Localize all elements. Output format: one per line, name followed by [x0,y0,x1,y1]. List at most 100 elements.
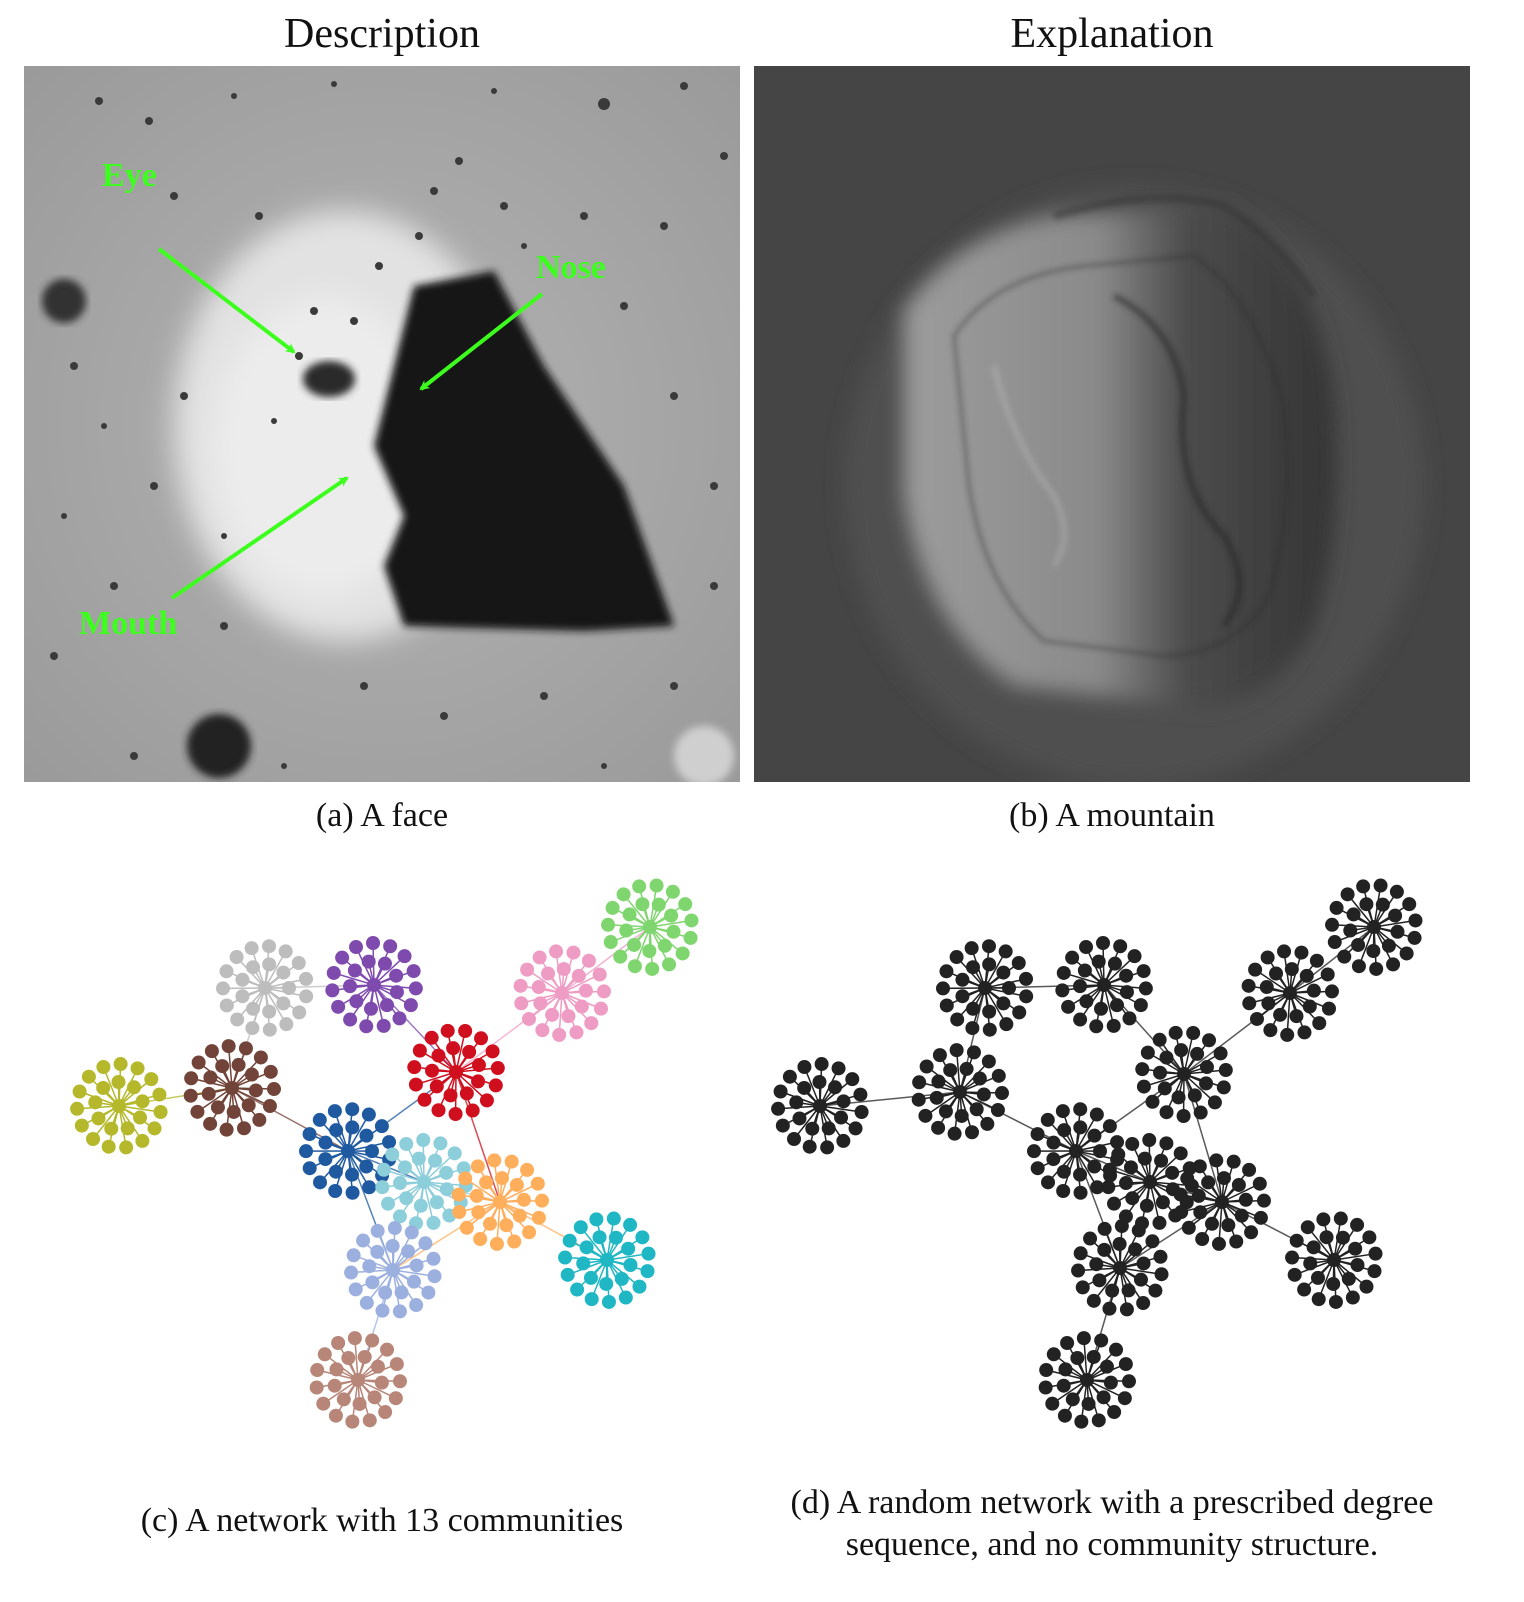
network-c-leaf-node [88,1095,103,1110]
network-c-leaf-node [375,1303,390,1318]
network-c-leaf-node [404,1225,419,1240]
network-c-leaf-node [252,1112,267,1127]
network-d-leaf-node [1260,950,1275,965]
network-c-leaf-node [645,961,660,976]
network-d-leaf-node [1252,1176,1267,1191]
network-d-leaf-node [1369,961,1384,976]
network-c-leaf-node [312,1112,327,1127]
network-c-leaf-node [531,980,546,995]
network-c-hub-node [555,986,569,1000]
network-d-leaf-node [1027,1144,1042,1159]
network-c-leaf-node [345,1414,360,1429]
network-c-leaf-node [130,1061,145,1076]
network-d-leaf-node [1155,1195,1170,1210]
network-d-hub-node [1143,1175,1157,1189]
network-d-leaf-node [912,1075,927,1090]
network-d-leaf-node [1091,1413,1106,1428]
network-d-leaf-node [1102,1162,1117,1177]
network-c-leaf-node [530,1176,545,1191]
network-c-leaf-node [535,1023,550,1038]
header-explanation: Explanation [1010,11,1214,57]
network-c-leaf-node [86,1131,101,1146]
network-c-leaf-node [226,1104,241,1119]
network-d-hub-node [1215,1195,1229,1209]
network-c-leaf-node [408,1077,423,1092]
network-c-leaf-node [406,964,421,979]
network-d-leaf-node [966,960,980,975]
network-d-leaf-node [1350,1257,1365,1272]
network-d-leaf-node [1121,1374,1136,1389]
network-c-leaf-node [413,1198,428,1213]
network-c-leaf-node [618,1290,633,1305]
network-d-leaf-node [1297,1282,1312,1297]
network-d-leaf-node [1138,981,1153,996]
network-c-leaf-node [335,950,350,965]
network-d-leaf-node [1127,949,1142,964]
network-d-leaf-node [1259,980,1274,995]
network-c-leaf-node [331,999,346,1014]
network-c-leaf-node [316,1396,331,1411]
network-c-community-10 [451,1153,549,1251]
network-d-leaf-node [1181,1220,1196,1235]
network-d-leaf-node [1388,908,1403,923]
network-c-leaf-node [74,1118,89,1133]
network-c-leaf-node [560,1267,575,1282]
network-d-leaf-node [1137,1151,1152,1166]
network-d-leaf-node [1173,1187,1188,1202]
network-d-leaf-node [787,1131,802,1146]
network-c-leaf-node [378,1285,393,1300]
network-d-community-4 [1325,878,1423,976]
network-c-leaf-node [70,1101,85,1116]
network-c-leaf-node [494,1171,509,1186]
network-c-leaf-node [374,1119,389,1134]
network-d-leaf-node [1041,1175,1056,1190]
network-d-leaf-node [1174,1205,1189,1220]
network-c-hub-node [386,1263,400,1277]
network-d-leaf-node [831,1061,846,1076]
network-d-leaf-node [1168,1025,1183,1040]
network-d-leaf-node [1065,1392,1080,1407]
network-c-leaf-node [662,957,677,972]
network-d-leaf-node [996,996,1011,1011]
network-c-leaf-node [246,960,260,975]
network-d-leaf-node [1136,964,1151,979]
network-d-leaf-node [1242,1162,1257,1177]
network-c-leaf-node [426,1215,441,1230]
network-c-leaf-node [382,1135,397,1150]
network-d-leaf-node [1086,1293,1101,1308]
network-d-leaf-node [1077,963,1092,978]
network-d-leaf-node [1261,996,1276,1011]
network-d-leaf-node [1073,1120,1088,1135]
network-d-leaf-node [939,964,954,979]
network-d-leaf-node [981,939,996,954]
network-c-leaf-node [431,1048,446,1063]
network-d-leaf-node [1399,946,1414,961]
network-c-leaf-node [91,1111,106,1126]
network-c-leaf-node [392,1209,407,1224]
network-c-leaf-node [569,1025,584,1040]
network-c-leaf-node [579,1240,594,1255]
network-c-leaf-node [592,1230,607,1245]
network-c-leaf-node [127,1080,142,1095]
network-c-leaf-node [365,1275,380,1290]
network-c-leaf-node [392,1304,407,1319]
network-d-leaf-node [1201,1175,1216,1190]
network-d-leaf-node [1119,1176,1134,1191]
network-c-leaf-node [246,1001,260,1016]
network-c-leaf-node [345,1102,360,1117]
network-d-leaf-node [1348,1241,1363,1256]
network-c-leaf-node [507,1234,522,1249]
network-c-leaf-node [499,1218,514,1233]
network-d-leaf-node [1204,1216,1219,1231]
network-c-leaf-node [581,953,596,968]
network-c-leaf-node [424,1030,439,1045]
network-c-leaf-node [601,1294,616,1309]
caption-c: (c) A network with 13 communities [140,1502,624,1539]
network-c-leaf-node [210,1100,225,1115]
network-c-leaf-node [428,1153,443,1168]
network-c-leaf-node [516,1192,531,1207]
network-c-leaf-node [241,1098,256,1113]
network-c-leaf-node [425,1063,440,1078]
network-c-leaf-node [298,971,313,986]
network-d-leaf-node [1242,996,1257,1011]
